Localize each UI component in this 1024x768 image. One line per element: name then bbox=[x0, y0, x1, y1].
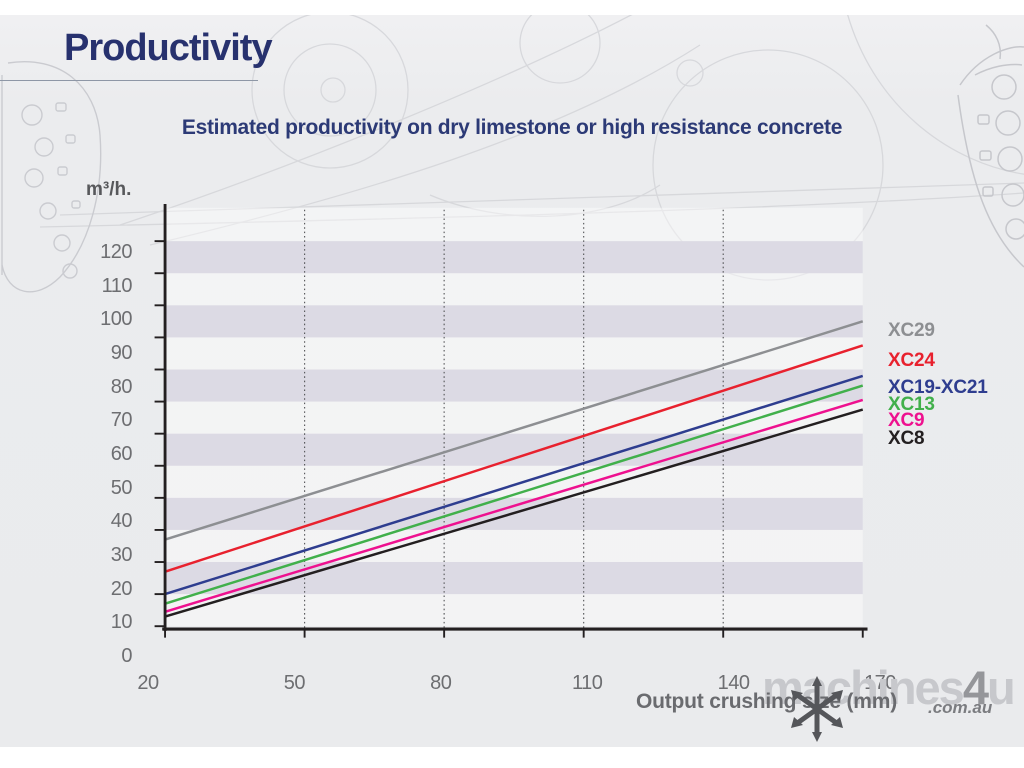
legend-label-XC9: XC9 bbox=[888, 409, 925, 431]
y-tick-label: 50 bbox=[110, 476, 133, 499]
chart-subtitle: Estimated productivity on dry limestone … bbox=[181, 116, 843, 139]
y-tick-label: 100 bbox=[100, 308, 132, 331]
y-tick-label: 70 bbox=[110, 409, 133, 432]
watermark-text-machines: machines bbox=[762, 661, 965, 714]
y-tick-label: 0 bbox=[121, 645, 132, 667]
watermark-logo: machines4u bbox=[762, 661, 1016, 714]
x-tick-label: 140 bbox=[717, 672, 750, 694]
x-axis-title: Output crushing size (mm) bbox=[636, 690, 898, 713]
y-tick-label: 40 bbox=[110, 510, 133, 533]
watermark-domain: .com.au bbox=[928, 698, 993, 717]
x-tick-label: 50 bbox=[283, 672, 306, 694]
page-title: Productivity bbox=[64, 27, 273, 69]
watermark-text-4: 4 bbox=[962, 661, 989, 714]
legend-label-XC8: XC8 bbox=[888, 427, 925, 449]
y-tick-label: 80 bbox=[110, 375, 133, 398]
y-tick-label: 30 bbox=[110, 544, 133, 566]
legend-label-XC13: XC13 bbox=[888, 393, 935, 415]
y-tick-label: 90 bbox=[110, 342, 133, 364]
legend-label-XC24: XC24 bbox=[888, 350, 935, 372]
legend-label-XC19-XC21: XC19-XC21 bbox=[888, 377, 988, 399]
legend-label-XC29: XC29 bbox=[888, 320, 935, 342]
x-tick-label: 110 bbox=[571, 672, 603, 694]
y-tick-label: 10 bbox=[110, 611, 133, 634]
y-tick-label: 120 bbox=[100, 241, 132, 263]
y-tick-label: 60 bbox=[110, 443, 133, 465]
y-tick-label: 20 bbox=[110, 577, 133, 600]
y-axis-unit-label: m³/h. bbox=[86, 179, 132, 200]
x-tick-label: 170 bbox=[864, 672, 896, 694]
x-tick-label: 20 bbox=[137, 672, 159, 694]
x-tick-label: 80 bbox=[430, 672, 452, 694]
y-tick-label: 110 bbox=[101, 274, 133, 297]
asterisk-cursor-icon bbox=[791, 676, 843, 742]
watermark-text-u: u bbox=[986, 661, 1016, 714]
title-underline bbox=[0, 80, 258, 81]
